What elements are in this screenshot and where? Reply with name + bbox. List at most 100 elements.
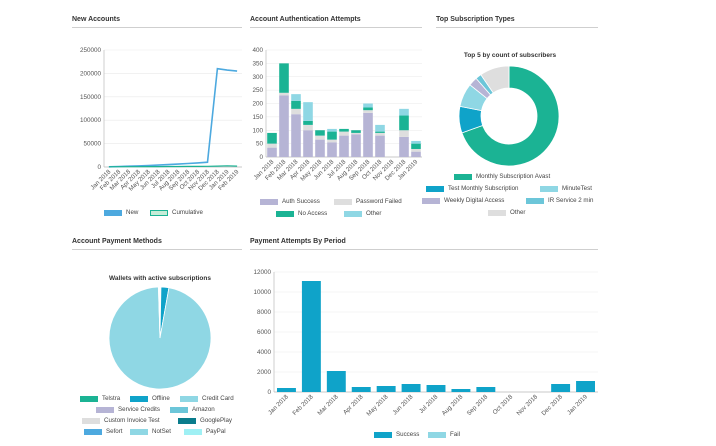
legend-item-cumulative[interactable]: Cumulative	[150, 209, 203, 216]
legend-label: Cumulative	[172, 209, 203, 216]
legend-item-no-access[interactable]: No Access	[276, 210, 327, 217]
auth-attempts-bar	[411, 143, 421, 149]
auth-attempts-bar	[411, 140, 421, 144]
legend-swatch	[540, 185, 558, 192]
payment-attempts-y-tick-label: 4000	[257, 349, 272, 356]
payment-attempts-x-tick-label: Aug 2018	[441, 393, 465, 417]
auth-attempts-bar	[363, 103, 373, 108]
legend-swatch	[344, 210, 362, 217]
auth-attempts-bar	[315, 135, 325, 140]
auth-attempts-y-tick-label: 0	[259, 154, 263, 161]
new-accounts-y-tick-label: 200000	[80, 70, 102, 77]
legend-swatch	[426, 185, 444, 192]
legend-swatch	[150, 209, 168, 216]
auth-attempts-bar	[363, 112, 373, 157]
legend-item-success[interactable]: Success	[374, 431, 419, 438]
auth-attempts-bar	[291, 94, 301, 101]
auth-attempts-legend: Auth Success Password Failed No Access O…	[256, 198, 426, 220]
legend-label: New	[126, 209, 139, 216]
legend-swatch	[488, 209, 506, 216]
legend-item-weekly-digital-access[interactable]: Weekly Digital Access	[422, 197, 504, 204]
legend-item-monthly-subscription-avast[interactable]: Monthly Subscription Avast	[454, 173, 550, 180]
auth-attempts-bar	[267, 143, 277, 148]
legend-item-sefort[interactable]: Sefort	[84, 428, 123, 435]
legend-label: Offline	[152, 395, 170, 402]
legend-item-notset[interactable]: NotSet	[130, 428, 171, 435]
legend-swatch	[428, 431, 446, 438]
legend-swatch	[96, 406, 114, 413]
payment-attempts-x-tick-label: Jan 2018	[267, 393, 290, 416]
auth-attempts-rule	[250, 27, 422, 28]
legend-item-googleplay[interactable]: GooglePlay	[178, 417, 232, 424]
auth-attempts-bar	[327, 128, 337, 132]
auth-attempts-bar	[327, 142, 337, 157]
legend-item-other[interactable]: Other	[488, 209, 525, 216]
auth-attempts-bar	[339, 135, 349, 157]
legend-item-new[interactable]: New	[104, 209, 138, 216]
legend-item-ir-service-2-min[interactable]: IR Service 2 min	[526, 197, 593, 204]
legend-label: NotSet	[152, 428, 171, 435]
auth-attempts-bar	[363, 107, 373, 111]
payment-methods-title: Account Payment Methods	[72, 238, 162, 245]
legend-label: Other	[366, 210, 382, 217]
legend-label: Amazon	[192, 406, 215, 413]
payment-attempts-x-tick-label: Dec 2018	[540, 393, 564, 417]
payment-attempts-y-tick-label: 0	[267, 389, 271, 396]
auth-attempts-y-tick-label: 300	[252, 74, 263, 81]
auth-attempts-bar	[339, 128, 349, 132]
new-accounts-y-tick-label: 100000	[80, 117, 102, 124]
legend-label: Other	[510, 209, 526, 216]
legend-swatch	[82, 417, 100, 424]
auth-attempts-y-tick-label: 200	[252, 101, 263, 108]
top-subscriptions-legend: Monthly Subscription Avast Test Monthly …	[418, 173, 616, 219]
legend-item-fail[interactable]: Fail	[428, 431, 460, 438]
legend-label: Sefort	[106, 428, 123, 435]
legend-item-minutetest[interactable]: MinuteTest	[540, 185, 592, 192]
legend-swatch	[84, 428, 102, 435]
payment-attempts-x-tick-label: Oct 2018	[491, 393, 514, 416]
cumulative-line	[108, 67, 238, 168]
legend-item-password-failed[interactable]: Password Failed	[334, 198, 402, 205]
auth-attempts-bar	[399, 115, 409, 131]
legend-item-offline[interactable]: Offline	[130, 395, 170, 402]
legend-item-amazon[interactable]: Amazon	[170, 406, 215, 413]
legend-item-custom-invoice-test[interactable]: Custom Invoice Test	[82, 417, 160, 424]
auth-attempts-bar	[399, 108, 409, 116]
legend-label: MinuteTest	[562, 185, 592, 192]
legend-swatch	[170, 406, 188, 413]
legend-item-auth-success[interactable]: Auth Success	[260, 198, 320, 205]
auth-attempts-y-tick-label: 350	[252, 60, 263, 67]
legend-item-telstra[interactable]: Telstra	[80, 395, 120, 402]
payment-methods-legend: Telstra Offline Credit Card Service Cred…	[74, 395, 252, 443]
payment-attempts-title: Payment Attempts By Period	[250, 238, 346, 245]
auth-attempts-bar	[303, 130, 313, 157]
payment-attempts-x-tick-label: Nov 2018	[515, 393, 539, 417]
legend-label: Password Failed	[356, 198, 402, 205]
legend-label: IR Service 2 min	[548, 197, 594, 204]
legend-swatch	[180, 395, 198, 402]
legend-item-credit-card[interactable]: Credit Card	[180, 395, 234, 402]
new-accounts-y-tick-label: 150000	[80, 94, 102, 101]
legend-item-service-credits[interactable]: Service Credits	[96, 406, 160, 413]
legend-label: PayPal	[206, 428, 226, 435]
legend-swatch	[454, 173, 472, 180]
payment-attempts-x-tick-label: Jan 2019	[566, 393, 589, 416]
payment-attempts-y-tick-label: 10000	[253, 289, 271, 296]
payment-attempts-bar	[476, 387, 496, 392]
auth-attempts-bar	[375, 135, 385, 157]
auth-attempts-bar	[375, 132, 385, 136]
legend-swatch	[422, 197, 440, 204]
payment-attempts-x-tick-label: Sep 2018	[466, 393, 490, 417]
payment-attempts-bar	[451, 389, 471, 392]
payment-attempts-y-tick-label: 8000	[257, 309, 272, 316]
payment-attempts-x-tick-label: Apr 2018	[342, 393, 365, 416]
payment-attempts-y-tick-label: 6000	[257, 329, 272, 336]
legend-swatch	[184, 428, 202, 435]
legend-swatch	[276, 210, 294, 217]
legend-item-other[interactable]: Other	[344, 210, 381, 217]
auth-attempts-bar	[279, 95, 289, 157]
legend-item-paypal[interactable]: PayPal	[184, 428, 226, 435]
auth-attempts-bar	[351, 130, 361, 133]
legend-swatch	[526, 197, 544, 204]
legend-item-test-monthly-subscription[interactable]: Test Monthly Subscription	[426, 185, 519, 192]
